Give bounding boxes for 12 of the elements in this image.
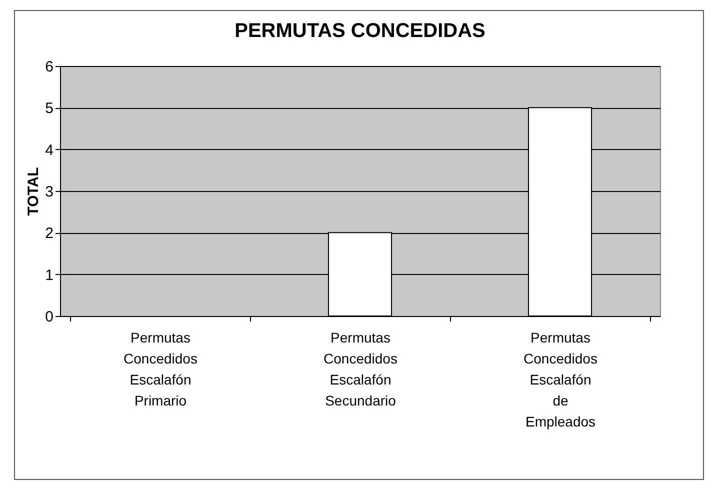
- y-tick-label: 6: [45, 58, 54, 76]
- y-tick-label: 4: [45, 142, 54, 159]
- y-tick-label: 0: [45, 308, 54, 326]
- x-tick-label: Permutas Concedidos Escalafón de Empleados: [524, 330, 598, 430]
- y-tick-label: 5: [45, 100, 54, 118]
- y-tick-label: 2: [45, 225, 54, 242]
- y-axis-title: TOTAL: [25, 167, 42, 216]
- y-tick-label: 1: [45, 266, 54, 284]
- x-tick-label: Permutas Concedidos Escalafón Primario: [124, 330, 198, 408]
- chart-title: PERMUTAS CONCEDIDAS: [234, 20, 486, 42]
- y-tick-label: 3: [45, 184, 54, 200]
- x-tick-label: Permutas Concedidos Escalafón Secundario: [324, 330, 398, 408]
